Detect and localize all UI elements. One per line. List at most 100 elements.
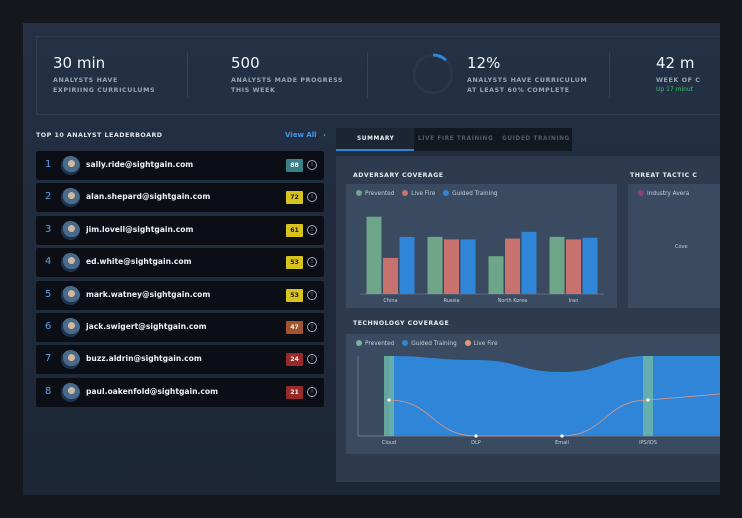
- x-tick-label: Cloud: [382, 440, 396, 446]
- technology-area-chart: Cloud DLP Email IPS/IDS: [357, 356, 720, 446]
- threat-legend[interactable]: Industry Avera: [638, 190, 689, 197]
- info-icon[interactable]: i: [307, 160, 317, 170]
- leaderboard-row[interactable]: 4 ed.white@sightgain.com 53 i: [36, 248, 324, 278]
- bar-live-fire[interactable]: [566, 239, 581, 294]
- point-live-fire[interactable]: [387, 398, 391, 402]
- adversary-legend: Prevented Live Fire Guided Training: [356, 190, 504, 197]
- analyst-email: ed.white@sightgain.com: [86, 257, 192, 267]
- adversary-title: ADVERSARY COVERAGE: [353, 172, 444, 179]
- score-badge: 72: [286, 191, 303, 205]
- info-icon[interactable]: i: [307, 321, 317, 332]
- x-tick-label: Russia: [443, 298, 459, 304]
- column-prevented[interactable]: [643, 356, 653, 436]
- analyst-email: paul.oakenfold@sightgain.com: [86, 386, 219, 396]
- info-icon[interactable]: i: [307, 386, 317, 397]
- bar-guided-training[interactable]: [582, 237, 598, 294]
- threat-card: Industry Avera Cove: [628, 184, 720, 308]
- stat-value: 500: [231, 54, 260, 72]
- score-badge: 21: [286, 385, 303, 399]
- bar-guided-training[interactable]: [460, 239, 476, 294]
- legend-prevented[interactable]: Prevented: [356, 340, 394, 347]
- x-tick-label: Email: [555, 440, 569, 446]
- score-badge: 53: [286, 288, 303, 302]
- bar-guided-training[interactable]: [399, 236, 415, 294]
- leaderboard-row[interactable]: 3 jim.lovell@sightgain.com 61 i: [36, 215, 324, 245]
- rank-number: 1: [45, 159, 52, 170]
- analyst-email: sally.ride@sightgain.com: [86, 160, 194, 169]
- info-icon[interactable]: i: [307, 257, 317, 268]
- leaderboard-row[interactable]: 8 paul.oakenfold@sightgain.com 21 i: [36, 377, 324, 407]
- avatar: [61, 382, 80, 402]
- leaderboard-row[interactable]: 1 sally.ride@sightgain.com 88 i: [36, 151, 324, 180]
- progress-ring: [412, 53, 454, 95]
- rank-number: 7: [45, 353, 52, 365]
- adversary-bar-chart: China Russia North Korea Iran: [360, 216, 604, 304]
- tab-summary[interactable]: SUMMARY: [336, 128, 414, 151]
- dashboard-frame: 30 min ANALYSTS HAVE EXPIRIING CURRICULUM…: [23, 23, 720, 495]
- summary-panel: ADVERSARY COVERAGE Prevented Live Fire G…: [336, 156, 720, 482]
- point-live-fire[interactable]: [646, 398, 650, 402]
- rank-number: 8: [45, 385, 52, 397]
- leaderboard-title: TOP 10 ANALYST LEADERBOARD: [36, 132, 163, 139]
- analyst-email: buzz.aldrin@sightgain.com: [86, 354, 202, 364]
- score-badge: 24: [286, 353, 303, 367]
- score-badge: 61: [286, 223, 303, 237]
- view-all-link[interactable]: View All ›: [285, 131, 326, 139]
- tab-bar: SUMMARY LIVE FIRE TRAINING GUIDED TRAINI…: [336, 128, 572, 151]
- x-tick-label: IPS/IDS: [639, 440, 657, 446]
- bar-prevented[interactable]: [427, 236, 443, 294]
- tab-guided-training[interactable]: GUIDED TRAINING: [502, 136, 570, 142]
- point-live-fire[interactable]: [474, 434, 478, 438]
- area-guided-training[interactable]: [389, 356, 720, 436]
- leaderboard-row[interactable]: 2 alan.shepard@sightgain.com 72 i: [36, 183, 324, 213]
- avatar: [61, 317, 80, 337]
- legend-live-fire[interactable]: Live Fire: [402, 190, 435, 197]
- analyst-email: alan.shepard@sightgain.com: [86, 192, 211, 202]
- info-icon[interactable]: i: [307, 192, 317, 203]
- stat-value: 12%: [467, 54, 501, 72]
- stat-label: ANALYSTS MADE PROGRESS THIS WEEK: [231, 77, 344, 94]
- technology-title: TECHNOLOGY COVERAGE: [353, 320, 450, 327]
- bar-live-fire[interactable]: [383, 257, 398, 294]
- rank-number: 5: [45, 288, 52, 300]
- rank-number: 6: [45, 320, 52, 332]
- info-icon[interactable]: i: [307, 224, 317, 235]
- bar-prevented[interactable]: [366, 216, 382, 294]
- bar-live-fire[interactable]: [444, 239, 459, 294]
- stat-value: 30 min: [53, 54, 106, 72]
- score-badge: 47: [286, 320, 303, 334]
- avatar: [61, 285, 80, 305]
- column-prevented[interactable]: [384, 356, 394, 436]
- info-icon[interactable]: i: [307, 289, 317, 300]
- legend-guided-training[interactable]: Guided Training: [402, 340, 457, 347]
- line-live-fire[interactable]: [388, 393, 720, 437]
- rank-number: 2: [45, 191, 52, 203]
- x-tick-label: China: [383, 298, 397, 304]
- analyst-email: jack.swigert@sightgain.com: [86, 321, 207, 331]
- technology-legend: Prevented Guided Training Live Fire: [356, 340, 504, 347]
- technology-card: Prevented Guided Training Live Fire Clou…: [346, 334, 720, 454]
- tab-live-fire-training[interactable]: LIVE FIRE TRAINING: [418, 136, 494, 142]
- adversary-card: Prevented Live Fire Guided Training Chin…: [346, 184, 617, 308]
- avatar: [61, 220, 80, 240]
- stat-sub: Up 17 minut: [656, 86, 694, 93]
- legend-live-fire[interactable]: Live Fire: [464, 340, 498, 347]
- avatar: [61, 188, 80, 208]
- leaderboard-row[interactable]: 7 buzz.aldrin@sightgain.com 24 i: [36, 345, 324, 375]
- bar-guided-training[interactable]: [521, 231, 537, 294]
- stat-label: WEEK OF C: [656, 77, 701, 84]
- info-icon[interactable]: i: [307, 354, 317, 365]
- legend-prevented[interactable]: Prevented: [356, 190, 394, 197]
- leaderboard-row[interactable]: 5 mark.watney@sightgain.com 53 i: [36, 280, 324, 310]
- leaderboard-row[interactable]: 6 jack.swigert@sightgain.com 47 i: [36, 312, 324, 342]
- score-badge: 53: [286, 256, 303, 270]
- bar-live-fire[interactable]: [505, 238, 520, 294]
- analyst-email: jim.lovell@sightgain.com: [86, 224, 194, 234]
- chevron-right-icon: ›: [323, 131, 326, 139]
- bar-prevented[interactable]: [549, 236, 565, 294]
- threat-title: THREAT TACTIC C: [630, 172, 698, 179]
- legend-guided-training[interactable]: Guided Training: [443, 190, 498, 197]
- point-live-fire[interactable]: [560, 434, 564, 438]
- score-badge: 88: [286, 159, 303, 172]
- bar-prevented[interactable]: [488, 256, 504, 294]
